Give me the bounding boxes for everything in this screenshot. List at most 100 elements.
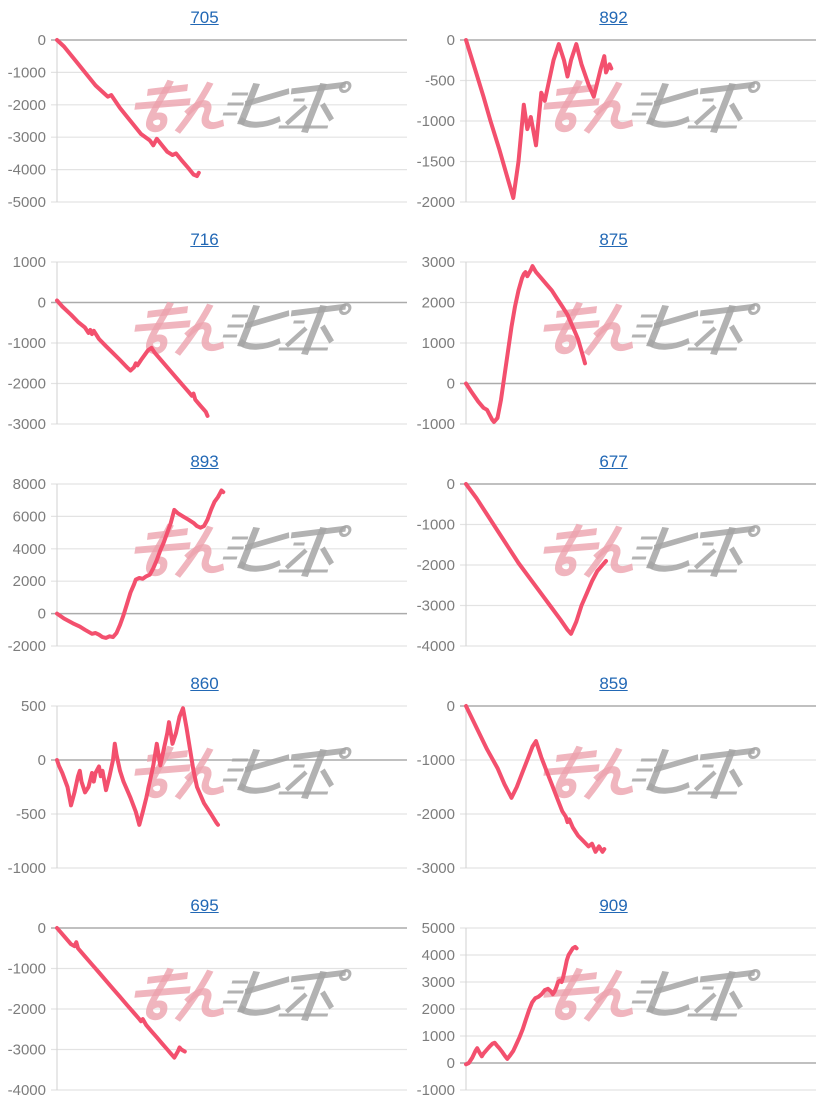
chart-svg: 8000 6000 4000 2000 0 -2000 [8, 476, 407, 655]
chart-title: 859 [409, 666, 818, 694]
y-tick-label: 3000 [422, 254, 455, 271]
chart-svg: 0 -1000 -2000 -3000 -4000 -5000 [8, 32, 407, 211]
chart-cell: 909 5000 4000 3000 2000 1000 0 -1000 [409, 888, 818, 1110]
y-tick-label: 0 [447, 32, 455, 49]
chart-title: 716 [0, 222, 409, 250]
chart-title-link[interactable]: 705 [190, 8, 219, 27]
y-tick-label: 2000 [422, 295, 455, 312]
y-tick-label: 5000 [422, 920, 455, 937]
y-tick-label: -3000 [417, 598, 455, 615]
y-tick-label: -4000 [8, 162, 46, 179]
y-tick-label: 4000 [13, 541, 46, 558]
y-tick-label: -2000 [417, 557, 455, 574]
y-tick-label: 0 [38, 32, 46, 49]
data-line [464, 704, 607, 854]
y-tick-label: -2000 [8, 638, 46, 655]
data-line [464, 482, 608, 636]
chart-title: 677 [409, 444, 818, 472]
y-tick-label: -500 [16, 806, 46, 823]
y-tick-label: -2000 [417, 194, 455, 211]
chart-title-link[interactable]: 677 [599, 452, 628, 471]
y-tick-label: 6000 [13, 508, 46, 525]
chart-cell: 677 0 -1000 -2000 -3000 -4000 [409, 444, 818, 666]
data-line [55, 706, 220, 827]
chart-cell: 875 3000 2000 1000 0 -1000 [409, 222, 818, 444]
chart-title-link[interactable]: 892 [599, 8, 628, 27]
minrepo-watermark [542, 83, 760, 130]
minrepo-watermark [133, 305, 351, 352]
chart-title-link[interactable]: 860 [190, 674, 219, 693]
y-tick-label: 1000 [422, 1028, 455, 1045]
y-tick-label: -1000 [417, 113, 455, 130]
y-tick-label: -1000 [417, 1082, 455, 1099]
data-line [464, 944, 579, 1067]
minrepo-watermark [133, 83, 351, 130]
chart-title-link[interactable]: 893 [190, 452, 219, 471]
data-line [55, 488, 226, 640]
y-tick-label: -500 [425, 73, 455, 90]
chart-svg: 0 -1000 -2000 -3000 [417, 698, 816, 877]
y-tick-label: 2000 [13, 573, 46, 590]
chart-title: 909 [409, 888, 818, 916]
chart-title: 705 [0, 0, 409, 28]
data-line [55, 298, 210, 418]
minrepo-watermark [133, 749, 351, 796]
y-tick-label: -1000 [8, 335, 46, 352]
chart-title: 893 [0, 444, 409, 472]
y-tick-label: 0 [38, 752, 46, 769]
y-tick-label: -1000 [8, 64, 46, 81]
y-tick-label: -5000 [8, 194, 46, 211]
minrepo-watermark [542, 527, 760, 574]
y-tick-label: 0 [447, 476, 455, 493]
y-tick-label: -3000 [8, 416, 46, 433]
y-tick-label: 0 [447, 1055, 455, 1072]
chart-cell: 893 8000 6000 4000 2000 0 -2000 [0, 444, 409, 666]
chart-cell: 859 0 -1000 -2000 -3000 [409, 666, 818, 888]
data-line [464, 38, 614, 200]
y-tick-label: -2000 [417, 806, 455, 823]
chart-title-link[interactable]: 716 [190, 230, 219, 249]
minrepo-watermark [542, 971, 760, 1018]
chart-title: 875 [409, 222, 818, 250]
y-tick-label: -1500 [417, 154, 455, 171]
data-line [464, 264, 587, 424]
y-tick-label: -3000 [8, 1042, 46, 1059]
y-tick-label: 4000 [422, 947, 455, 964]
y-tick-label: -2000 [8, 376, 46, 393]
chart-svg: 5000 4000 3000 2000 1000 0 -1000 [417, 920, 816, 1099]
minrepo-watermark [133, 971, 351, 1018]
chart-title: 695 [0, 888, 409, 916]
chart-cell: 705 0 -1000 -2000 -3000 -4000 -5000 [0, 0, 409, 222]
y-tick-label: -1000 [8, 961, 46, 978]
data-line [55, 926, 187, 1060]
y-tick-label: -3000 [8, 129, 46, 146]
chart-title-link[interactable]: 875 [599, 230, 628, 249]
y-tick-label: -1000 [417, 416, 455, 433]
y-tick-label: 1000 [13, 254, 46, 271]
chart-svg: 0 -1000 -2000 -3000 -4000 [417, 476, 816, 655]
chart-svg: 500 0 -500 -1000 [8, 698, 407, 877]
y-tick-label: 3000 [422, 974, 455, 991]
y-tick-label: 1000 [422, 335, 455, 352]
chart-title-link[interactable]: 859 [599, 674, 628, 693]
y-tick-label: -4000 [417, 638, 455, 655]
chart-svg: 0 -500 -1000 -1500 -2000 [417, 32, 816, 211]
chart-cell: 716 1000 0 -1000 -2000 -3000 [0, 222, 409, 444]
y-tick-label: 0 [38, 920, 46, 937]
chart-cell: 860 500 0 -500 -1000 [0, 666, 409, 888]
y-tick-label: -1000 [417, 752, 455, 769]
y-tick-label: -3000 [417, 860, 455, 877]
chart-title-link[interactable]: 695 [190, 896, 219, 915]
y-tick-label: 0 [447, 698, 455, 715]
y-tick-label: -2000 [8, 97, 46, 114]
y-tick-label: -1000 [417, 517, 455, 534]
y-tick-label: -1000 [8, 860, 46, 877]
chart-cell: 892 0 -500 -1000 -1500 -2000 [409, 0, 818, 222]
chart-title-link[interactable]: 909 [599, 896, 628, 915]
y-tick-label: 8000 [13, 476, 46, 493]
y-tick-label: -2000 [8, 1001, 46, 1018]
y-tick-label: 0 [38, 295, 46, 312]
y-tick-label: 0 [38, 606, 46, 623]
chart-svg: 3000 2000 1000 0 -1000 [417, 254, 816, 433]
